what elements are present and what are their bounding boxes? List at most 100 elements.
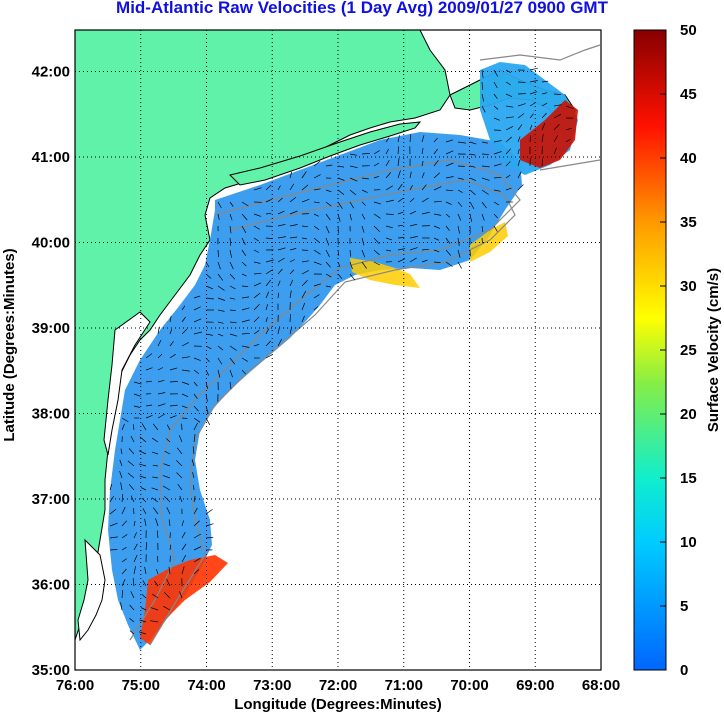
velocity-vector [301, 237, 307, 240]
velocity-vector [373, 175, 380, 179]
velocity-vector [289, 171, 293, 179]
velocity-vector [253, 330, 260, 335]
velocity-vector [119, 459, 123, 467]
velocity-vector [265, 184, 272, 191]
latitude-axis: 35:00 36:00 37:00 38:00 39:00 40:00 41:00 42:00 [32, 64, 70, 680]
velocity-vector [169, 544, 172, 551]
velocity-vector [349, 213, 352, 221]
colorbar-tick-label: 45 [680, 86, 697, 103]
velocity-vector [150, 620, 159, 623]
velocity-vector [505, 136, 513, 143]
velocity-vector [517, 184, 524, 191]
velocity-vector [229, 297, 236, 300]
velocity-vector [337, 189, 345, 195]
velocity-vector [517, 124, 523, 131]
velocity-vector [445, 162, 454, 167]
velocity-vector [325, 249, 330, 257]
velocity-vector [325, 201, 332, 207]
velocity-vector [169, 328, 173, 335]
velocity-vector [205, 523, 214, 527]
velocity-vector [229, 345, 237, 351]
velocity-vector [289, 290, 292, 299]
velocity-vector [277, 210, 285, 215]
velocity-vector [145, 414, 153, 419]
velocity-vector [277, 292, 280, 299]
velocity-vector [193, 405, 199, 412]
colorbar-label: Surface Velocity (cm/s) [705, 268, 722, 432]
velocity-vector [433, 261, 441, 263]
velocity-vector [217, 297, 226, 301]
velocity-vector [493, 201, 499, 206]
velocity-vector [229, 357, 236, 365]
velocity-vector [121, 558, 127, 563]
velocity-vector [397, 135, 400, 143]
velocity-vector [517, 103, 526, 107]
velocity-vector [397, 237, 405, 239]
velocity-vector [193, 533, 202, 539]
velocity-vector [229, 369, 233, 378]
high-speed-northeast [520, 100, 578, 168]
velocity-vector [193, 434, 196, 443]
velocity-vector [565, 138, 571, 143]
velocity-vector [397, 248, 406, 251]
velocity-vector [289, 224, 298, 227]
velocity-vector [265, 269, 273, 275]
velocity-vector [397, 158, 400, 167]
velocity-vector [433, 137, 438, 143]
velocity-vector [433, 200, 442, 203]
velocity-vector [176, 447, 183, 455]
velocity-vector [493, 163, 502, 167]
velocity-vector [361, 177, 369, 180]
velocity-vector [253, 316, 260, 323]
velocity-vector [541, 112, 547, 119]
velocity-vector [133, 520, 136, 527]
velocity-vector [565, 127, 573, 131]
velocity-vector [493, 151, 502, 155]
velocity-vector [132, 578, 135, 587]
velocity-vector [129, 604, 135, 611]
velocity-vector [229, 225, 232, 234]
velocity-vector [181, 356, 190, 359]
velocity-vector [469, 165, 476, 168]
velocity-vector [217, 369, 221, 378]
velocity-vector [169, 415, 177, 419]
velocity-vector [152, 423, 159, 431]
velocity-vector [217, 357, 223, 365]
velocity-vector [397, 258, 406, 263]
velocity-vector [505, 81, 511, 86]
velocity-vector [445, 189, 454, 192]
velocity-vector [166, 424, 171, 431]
velocity-vector [265, 340, 272, 347]
velocity-vector [229, 237, 232, 246]
velocity-vector [253, 343, 260, 347]
velocity-vector [469, 201, 475, 209]
velocity-vector [157, 413, 166, 419]
velocity-vector [229, 321, 237, 324]
velocity-vector [385, 172, 392, 179]
velocity-vector [481, 165, 490, 168]
velocity-vector [541, 134, 544, 143]
colorbar-tick-label: 30 [680, 278, 697, 295]
velocity-vector [152, 476, 159, 479]
velocity-vector [241, 369, 247, 375]
velocity-vector [241, 307, 250, 311]
velocity-vector [325, 285, 331, 288]
velocity-vector [289, 236, 298, 239]
velocity-vector [139, 475, 147, 479]
velocity-vector [469, 189, 476, 196]
velocity-vector [505, 69, 511, 74]
velocity-vector [277, 338, 283, 347]
velocity-vector [181, 417, 188, 419]
velocity-vector [139, 619, 147, 623]
velocity-vector [153, 507, 159, 515]
velocity-vector [133, 393, 141, 397]
velocity-vector [337, 177, 345, 181]
velocity-vector [337, 165, 345, 168]
velocity-vector [166, 438, 171, 443]
velocity-vector [181, 305, 186, 311]
velocity-vector [289, 269, 295, 275]
velocity-vector [193, 393, 198, 399]
colorbar-tick-label: 15 [680, 470, 697, 487]
velocity-vector [313, 160, 321, 167]
velocity-vector [253, 213, 262, 217]
